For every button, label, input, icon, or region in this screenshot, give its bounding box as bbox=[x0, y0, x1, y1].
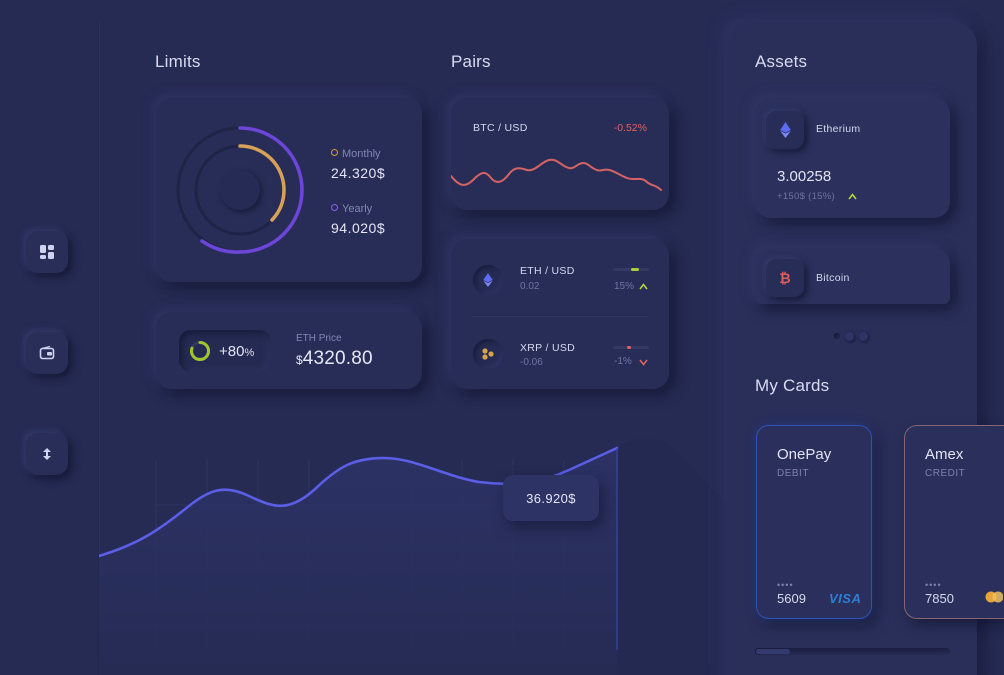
visa-logo: VISA bbox=[829, 591, 862, 606]
monthly-dot bbox=[331, 149, 338, 156]
asset-card-bitcoin[interactable]: ₿ Bitcoin bbox=[755, 248, 950, 304]
eth-price-label: ETH Price bbox=[296, 333, 342, 344]
bank-card-amex[interactable]: Amex CREDIT •••• 7850 bbox=[904, 425, 1004, 619]
wallet-icon bbox=[39, 345, 55, 360]
nav-dashboard-button[interactable] bbox=[26, 231, 68, 273]
mastercard-icon bbox=[985, 591, 1003, 603]
cards-scrollbar-thumb[interactable] bbox=[756, 649, 790, 654]
eth-pair-name: ETH / USD bbox=[520, 265, 575, 277]
yearly-value: 94.020$ bbox=[331, 220, 386, 236]
xrp-coin-icon bbox=[473, 339, 503, 369]
btc-pair-name: BTC / USD bbox=[473, 122, 528, 134]
ethereum-coin-icon bbox=[473, 265, 503, 295]
eth-pair-pct: 15% bbox=[614, 281, 635, 292]
eth-price-value: 4320.80 bbox=[302, 348, 373, 369]
ethereum-change: +150$ (15%) bbox=[777, 191, 835, 202]
amex-type: CREDIT bbox=[925, 468, 966, 479]
assets-pager-dots[interactable] bbox=[834, 332, 868, 341]
pairs-divider bbox=[473, 315, 649, 316]
dashboard-icon bbox=[40, 245, 54, 259]
exchange-icon bbox=[43, 448, 51, 460]
chart-tooltip: 36.920$ bbox=[503, 475, 599, 521]
amex-last4: 7850 bbox=[925, 591, 954, 606]
monthly-legend: Monthly bbox=[331, 148, 385, 160]
monthly-value: 24.320$ bbox=[331, 165, 386, 181]
xrp-pair-sub: -0.06 bbox=[520, 357, 543, 368]
onepay-dots: •••• bbox=[777, 580, 794, 590]
eth-pair-sub: 0.02 bbox=[520, 281, 540, 292]
ethereum-name: Etherium bbox=[816, 123, 861, 135]
onepay-brand: OnePay bbox=[777, 446, 832, 463]
eth-percent: +80 bbox=[219, 343, 245, 360]
limits-title: Limits bbox=[155, 52, 201, 71]
my-cards-title: My Cards bbox=[755, 376, 830, 395]
btc-usd-card[interactable]: BTC / USD -0.52% bbox=[451, 98, 669, 210]
yearly-label: Yearly bbox=[342, 203, 373, 215]
eth-percent-unit: % bbox=[244, 347, 255, 359]
progress-ring-icon bbox=[190, 341, 210, 361]
amex-brand: Amex bbox=[925, 446, 964, 463]
monthly-label: Monthly bbox=[342, 148, 381, 160]
portfolio-area-chart bbox=[99, 437, 727, 675]
xrp-pair-name: XRP / USD bbox=[520, 342, 576, 354]
assets-title: Assets bbox=[755, 52, 808, 71]
pager-dot[interactable] bbox=[834, 333, 840, 339]
pair-row-eth[interactable]: ETH / USD 0.02 15% bbox=[473, 262, 649, 298]
limits-card: Monthly 24.320$ Yearly 94.020$ bbox=[156, 98, 422, 282]
nav-wallet-button[interactable] bbox=[26, 332, 68, 374]
pager-dot-active[interactable] bbox=[845, 332, 854, 341]
rail-divider bbox=[98, 22, 99, 675]
ethereum-amount: 3.00258 bbox=[777, 168, 832, 185]
yearly-legend: Yearly bbox=[331, 203, 385, 215]
eth-price-card: +80% ETH Price $4320.80 bbox=[156, 312, 422, 389]
amex-dots: •••• bbox=[925, 580, 942, 590]
pairs-list-card: ETH / USD 0.02 15% XRP / USD -0.06 -1% bbox=[451, 239, 669, 389]
yearly-dot bbox=[331, 204, 338, 211]
trend-down-icon bbox=[639, 359, 648, 366]
pager-dot[interactable] bbox=[859, 332, 868, 341]
chart-line bbox=[99, 446, 619, 558]
xrp-pair-pct: -1% bbox=[614, 356, 632, 367]
trend-up-icon bbox=[848, 193, 857, 200]
eth-mini-bar bbox=[613, 268, 649, 271]
pairs-title: Pairs bbox=[451, 52, 491, 71]
pair-row-xrp[interactable]: XRP / USD -0.06 -1% bbox=[473, 339, 649, 375]
onepay-type: DEBIT bbox=[777, 468, 809, 479]
btc-change: -0.52% bbox=[613, 122, 647, 134]
cards-scrollbar[interactable] bbox=[755, 648, 950, 655]
bitcoin-icon: ₿ bbox=[766, 259, 804, 297]
chart-future-region bbox=[617, 437, 727, 675]
trend-up-icon bbox=[639, 283, 648, 290]
bitcoin-name: Bitcoin bbox=[816, 272, 850, 284]
ethereum-icon bbox=[766, 111, 804, 149]
asset-card-ethereum[interactable]: Etherium 3.00258 +150$ (15%) bbox=[755, 98, 950, 218]
xrp-mini-bar bbox=[613, 346, 649, 349]
eth-price-currency: $ bbox=[296, 353, 303, 367]
limits-radial-chart bbox=[176, 126, 304, 254]
bank-card-onepay[interactable]: OnePay DEBIT •••• 5609 VISA bbox=[756, 425, 872, 619]
nav-exchange-button[interactable] bbox=[26, 433, 68, 475]
btc-sparkline bbox=[451, 158, 662, 191]
eth-percent-pill: +80% bbox=[179, 330, 271, 372]
chart-area bbox=[99, 448, 617, 675]
onepay-last4: 5609 bbox=[777, 591, 806, 606]
